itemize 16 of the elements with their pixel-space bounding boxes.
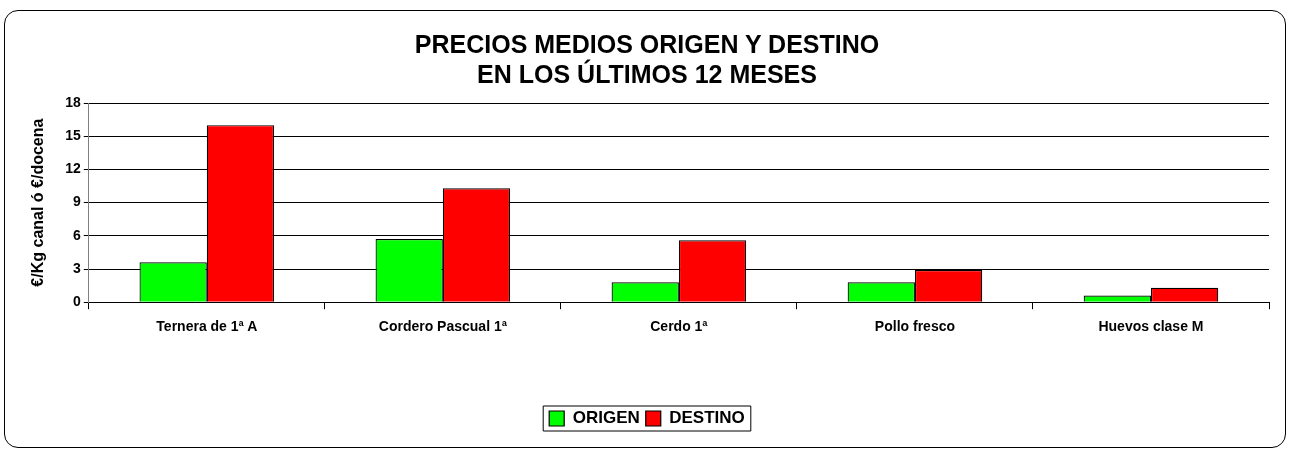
x-tick-label: Huevos clase M xyxy=(1098,318,1204,335)
chart-title: PRECIOS MEDIOS ORIGEN Y DESTINO EN LOS ÚLTIMOS 12 MESES xyxy=(414,29,880,88)
legend-label: ORIGEN xyxy=(572,408,640,428)
x-tick-label: Cordero Pascual 1ª xyxy=(378,318,508,335)
y-tick-label: 12 xyxy=(65,160,81,177)
x-tick-label: Cerdo 1ª xyxy=(650,318,709,335)
y-tick-label: 18 xyxy=(65,93,81,110)
y-tick-label: 0 xyxy=(72,293,81,310)
y-axis-title: €/Kg canal ó €/docena xyxy=(29,118,47,287)
x-tick-label: Pollo fresco xyxy=(874,318,955,335)
y-tick-label: 6 xyxy=(72,226,81,243)
y-tick-label: 3 xyxy=(72,259,81,276)
y-tick-label: 15 xyxy=(65,127,81,144)
y-tick-label: 9 xyxy=(72,193,81,210)
legend-label: DESTINO xyxy=(669,408,745,428)
x-tick-label: Ternera de 1ª A xyxy=(156,318,258,335)
